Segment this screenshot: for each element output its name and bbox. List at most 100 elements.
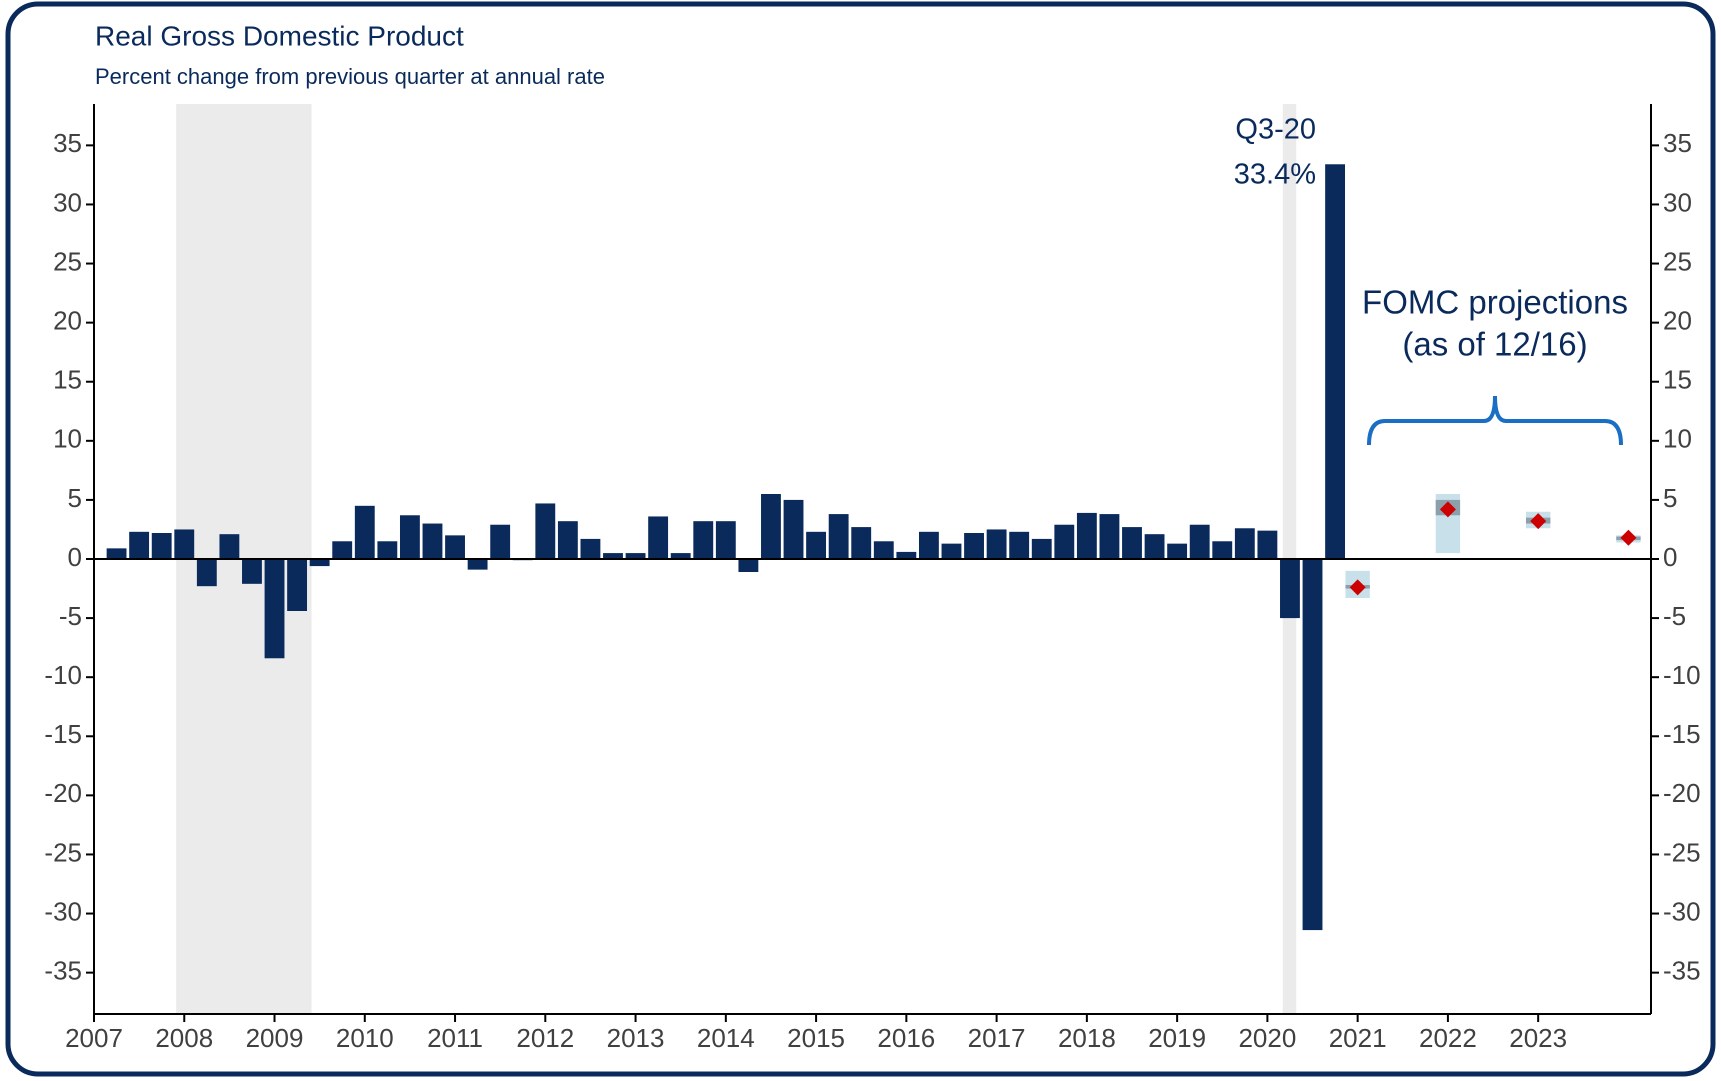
x-tick-label: 2012 [516,1023,574,1053]
y-tick-label: 5 [68,483,82,513]
bar [535,503,556,559]
x-tick-label: 2021 [1329,1023,1387,1053]
y-tick-label: -20 [44,778,82,808]
y2-tick-label: -30 [1663,896,1701,926]
y-tick-label: 0 [68,542,82,572]
x-tick-label: 2015 [787,1023,845,1053]
y2-tick-label: -20 [1663,778,1701,808]
x-tick-label: 2020 [1238,1023,1296,1053]
bar [309,559,330,567]
bar [693,521,714,559]
bar [1302,559,1323,931]
bar [354,505,375,559]
y2-tick-label: 0 [1663,542,1677,572]
y2-tick-label: 10 [1663,424,1692,454]
y-tick-label: 30 [53,187,82,217]
y-tick-label: 10 [53,424,82,454]
y-tick-label: -15 [44,719,82,749]
bar [467,559,488,570]
x-tick-label: 2022 [1419,1023,1477,1053]
bar [287,559,308,611]
y-tick-label: -25 [44,837,82,867]
y2-tick-label: 20 [1663,306,1692,336]
bar [174,529,195,559]
bar [490,524,511,559]
x-tick-label: 2014 [697,1023,755,1053]
bar [896,551,917,559]
y-tick-label: 25 [53,246,82,276]
projection-median [1349,579,1366,596]
bar [1144,534,1165,559]
bar [783,499,804,559]
y-tick-label: -30 [44,896,82,926]
projection-median [1620,529,1637,546]
bar [1122,527,1142,559]
projection-median [1439,501,1456,518]
bar [1325,164,1346,560]
y-tick-label: 15 [53,365,82,395]
bar [580,538,601,559]
y-tick-label: -10 [44,660,82,690]
y2-tick-label: -5 [1663,601,1686,631]
bar [1257,530,1278,559]
bar [1076,512,1097,559]
bar [151,533,172,559]
bar [557,521,578,559]
bar [761,494,781,559]
annotation: FOMC projections [1362,284,1628,321]
bar [264,559,285,659]
y2-tick-label: 35 [1663,128,1692,158]
x-tick-label: 2018 [1058,1023,1116,1053]
bar [1280,559,1300,619]
bar [738,559,759,572]
bar [625,553,646,559]
bar [219,534,240,559]
y2-tick-label: 30 [1663,187,1692,217]
annotation: Q3-20 [1235,114,1316,146]
bar [851,527,872,559]
chart-title: Real Gross Domestic Product [95,20,464,51]
y2-tick-label: -25 [1663,837,1701,867]
bar [129,531,150,559]
x-tick-label: 2007 [65,1023,123,1053]
x-tick-label: 2009 [246,1023,304,1053]
bar [1054,524,1075,559]
annotation: 33.4% [1234,159,1316,191]
bar [964,533,984,559]
y2-tick-label: 15 [1663,365,1692,395]
bar [1234,528,1255,559]
bar [873,541,894,559]
y2-tick-label: -35 [1663,956,1701,986]
bar [399,515,420,559]
bar [196,559,217,587]
chart-subtitle: Percent change from previous quarter at … [95,64,605,89]
bar [445,535,465,559]
bar [941,543,962,559]
bar [1099,514,1120,559]
bar [242,559,262,584]
bar [986,529,1007,559]
projection-median [1530,513,1547,530]
bar [1031,538,1052,559]
y-tick-label: -35 [44,956,82,986]
bar [603,553,623,559]
y2-tick-label: -10 [1663,660,1701,690]
bar [377,541,398,559]
bar [1212,541,1233,559]
x-tick-label: 2010 [336,1023,394,1053]
x-tick-label: 2019 [1148,1023,1206,1053]
bar [648,516,669,559]
bar [106,548,127,559]
bar [918,531,939,559]
y2-tick-label: -15 [1663,719,1701,749]
bar [806,531,827,559]
y2-tick-label: 25 [1663,246,1692,276]
y-tick-label: 20 [53,306,82,336]
y-tick-label: -5 [59,601,82,631]
bar [422,523,443,559]
x-tick-label: 2013 [607,1023,665,1053]
annotation: (as of 12/16) [1402,326,1587,363]
brace [1367,395,1623,446]
bar [828,514,849,559]
